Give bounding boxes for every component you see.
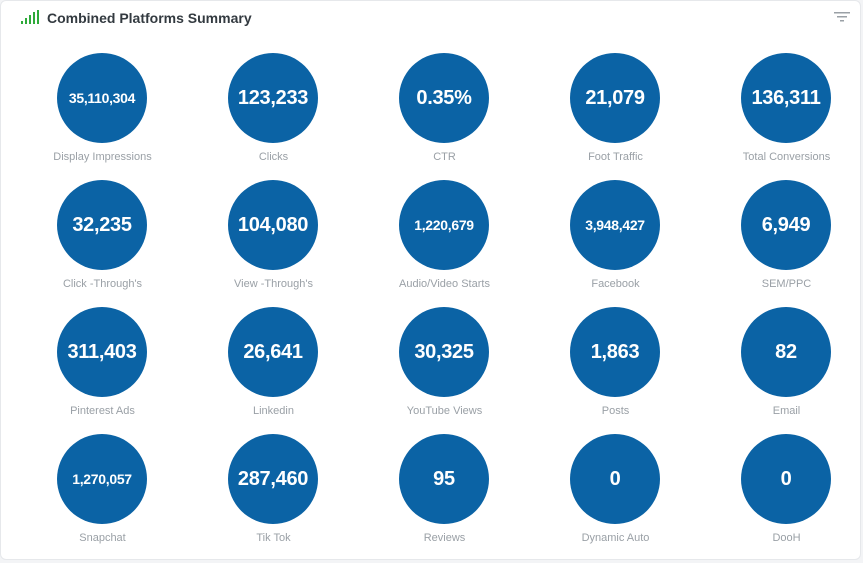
- metric-value-circle: 0: [741, 434, 831, 524]
- metric-tile: 1,863 Posts: [530, 307, 701, 434]
- metric-tile: 3,948,427 Facebook: [530, 180, 701, 307]
- metric-value-circle: 21,079: [570, 53, 660, 143]
- metric-label: Clicks: [258, 151, 289, 163]
- metric-label: DooH: [772, 532, 801, 544]
- metric-value-circle: 287,460: [228, 434, 318, 524]
- metric-tile: 6,949 SEM/PPC: [701, 180, 863, 307]
- metric-label: Audio/Video Starts: [399, 278, 490, 290]
- metric-tile: 287,460 Tik Tok: [188, 434, 359, 561]
- metric-label: Email: [772, 405, 801, 417]
- metric-value-circle: 0: [570, 434, 660, 524]
- metric-tile: 82 Email: [701, 307, 863, 434]
- metric-value-circle: 6,949: [741, 180, 831, 270]
- metric-label: YouTube Views: [406, 405, 483, 417]
- metric-tile: 311,403 Pinterest Ads: [17, 307, 188, 434]
- metric-tile: 30,325 YouTube Views: [359, 307, 530, 434]
- metric-tile: 32,235 Click -Through's: [17, 180, 188, 307]
- metric-value-circle: 1,863: [570, 307, 660, 397]
- metric-value-circle: 82: [741, 307, 831, 397]
- metric-value-circle: 0.35%: [399, 53, 489, 143]
- metric-label: Snapchat: [79, 532, 126, 544]
- metric-label: Total Conversions: [742, 151, 831, 163]
- metric-value-circle: 1,270,057: [57, 434, 147, 524]
- metric-label: Reviews: [423, 532, 466, 544]
- metrics-grid: 35,110,304 Display Impressions 123,233 Clic…: [17, 53, 863, 561]
- metric-tile: 21,079 Foot Traffic: [530, 53, 701, 180]
- metric-label: Tik Tok: [256, 532, 291, 544]
- card-title: Combined Platforms Summary: [47, 10, 252, 26]
- card-header: Combined Platforms Summary: [1, 1, 860, 37]
- metric-label: CTR: [433, 151, 456, 163]
- metric-tile: 1,220,679 Audio/Video Starts: [359, 180, 530, 307]
- metric-value-circle: 3,948,427: [570, 180, 660, 270]
- metric-label: Pinterest Ads: [70, 405, 135, 417]
- metric-tile: 136,311 Total Conversions: [701, 53, 863, 180]
- metric-tile: 26,641 Linkedin: [188, 307, 359, 434]
- signal-bars-icon: [21, 10, 39, 24]
- metric-tile: 0.35% CTR: [359, 53, 530, 180]
- metric-value-circle: 311,403: [57, 307, 147, 397]
- metric-tile: 104,080 View -Through's: [188, 180, 359, 307]
- metric-value-circle: 123,233: [228, 53, 318, 143]
- metric-value-circle: 30,325: [399, 307, 489, 397]
- filter-icon[interactable]: [834, 11, 850, 23]
- metric-value-circle: 26,641: [228, 307, 318, 397]
- metric-label: Click -Through's: [62, 278, 143, 290]
- metric-label: Linkedin: [253, 405, 294, 417]
- metric-tile: 35,110,304 Display Impressions: [17, 53, 188, 180]
- metric-value-circle: 32,235: [57, 180, 147, 270]
- metric-label: Foot Traffic: [588, 151, 643, 163]
- metric-label: Facebook: [591, 278, 640, 290]
- metric-label: Posts: [601, 405, 630, 417]
- metric-label: SEM/PPC: [761, 278, 812, 290]
- metric-value-circle: 104,080: [228, 180, 318, 270]
- metric-tile: 1,270,057 Snapchat: [17, 434, 188, 561]
- metric-tile: 95 Reviews: [359, 434, 530, 561]
- metric-value-circle: 35,110,304: [57, 53, 147, 143]
- metric-label: View -Through's: [234, 278, 313, 290]
- metric-value-circle: 1,220,679: [399, 180, 489, 270]
- metric-value-circle: 136,311: [741, 53, 831, 143]
- metric-value-circle: 95: [399, 434, 489, 524]
- metric-label: Display Impressions: [53, 151, 152, 163]
- metric-tile: 0 DooH: [701, 434, 863, 561]
- metric-tile: 123,233 Clicks: [188, 53, 359, 180]
- metric-tile: 0 Dynamic Auto: [530, 434, 701, 561]
- metric-label: Dynamic Auto: [581, 532, 650, 544]
